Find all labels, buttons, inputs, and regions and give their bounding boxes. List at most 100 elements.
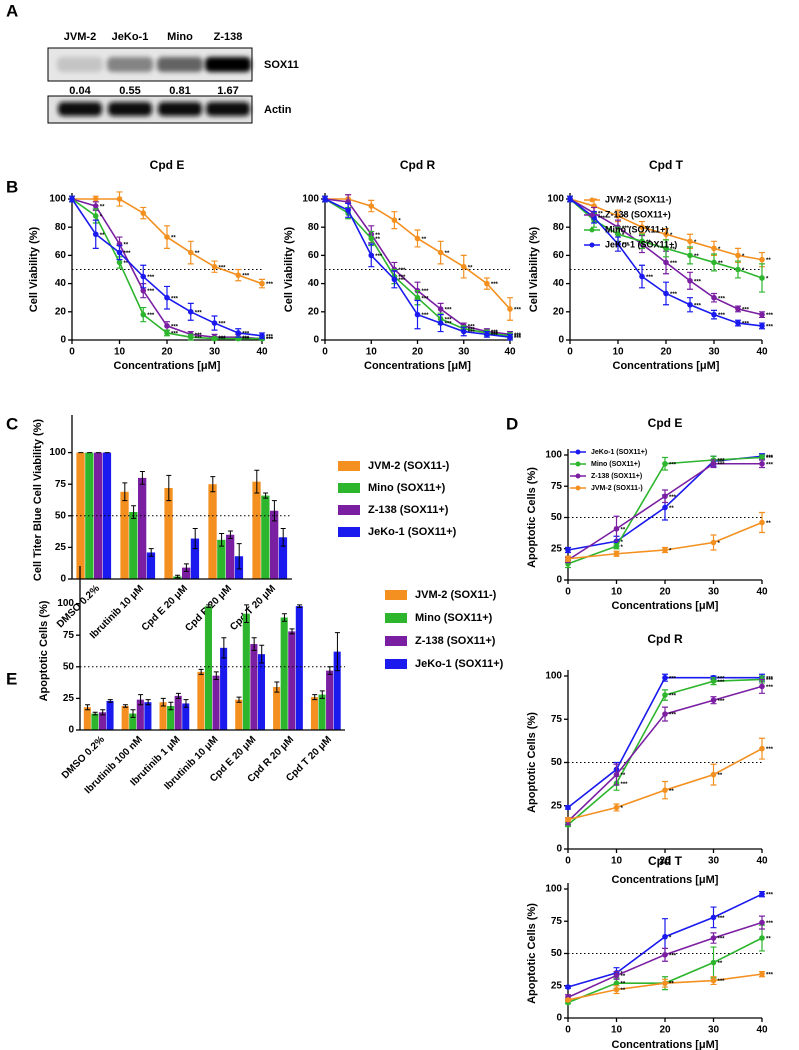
y-tick-label: 75 [551,481,563,492]
significance: *** [468,330,476,336]
error-bar [244,604,250,624]
data-point [710,771,717,778]
bar [295,606,303,730]
significance: *** [766,893,774,899]
significance: *** [670,292,678,298]
legend-label: JeKo-1 (SOX11+) [605,239,677,249]
bar [257,654,265,730]
y-tick-label: 50 [63,661,75,672]
significance: ** [621,527,626,533]
significance: *** [266,337,274,343]
error-bar [271,500,277,522]
significance: ** [766,937,771,943]
y-tick-label: 0 [313,335,319,346]
significance: *** [375,254,383,260]
significance: *** [445,308,453,314]
significance: ** [694,254,699,260]
y-axis-label: Cell Viability (%) [528,226,540,312]
data-point [116,196,123,202]
error-bar [236,696,242,703]
data-point [211,335,218,342]
significance: *** [398,275,406,281]
data-point [615,231,621,238]
x-tick-label: 20 [659,856,671,867]
bar [212,675,220,730]
legend-marker [575,461,581,467]
x-tick-label: 0 [565,587,571,598]
significance: *** [195,336,203,342]
significance: ** [718,261,723,267]
significance: *** [766,455,774,461]
y-tick-label: 40 [55,278,67,289]
blot-protein: Actin [264,104,292,116]
significance: *** [669,462,677,468]
data-point [759,256,765,263]
y-tick-label: 40 [553,278,565,289]
significance: *** [669,713,677,719]
error-bar [183,699,189,708]
data-point [710,935,717,941]
data-point [259,332,265,339]
error-bar [92,711,98,716]
legend-label: JeKo-1 (SOX11+) [368,526,457,538]
y-axis-label: Cell Titer Blue Cell Viability (%) [32,419,44,582]
x-tick-label: 0 [69,347,75,358]
data-point [613,525,620,532]
data-point [69,196,75,202]
significance: *** [766,685,774,691]
data-point [92,213,99,219]
significance: *** [514,333,522,339]
significance: *** [718,313,726,319]
x-tick-label: 20 [660,347,672,358]
significance: *** [742,308,750,314]
significance: ** [195,251,200,257]
data-point [711,245,717,252]
significance: *** [766,462,774,468]
significance: *** [514,334,522,340]
x-tick-label: 40 [756,1025,768,1036]
data-point [613,771,620,778]
x-tick-label: 20 [659,1025,671,1036]
bar [98,712,106,730]
legend-label: Mino (SOX11+) [415,612,493,624]
bar [273,687,281,730]
data-point [759,683,765,690]
panel-label: A [6,1,18,20]
error-bar [131,505,137,519]
data-point [322,196,328,202]
significance: ** [598,212,603,218]
data-point [662,951,668,958]
error-bar [221,637,227,659]
legend-marker [589,227,595,233]
legend-label: Z-138 (SOX11+) [415,635,496,647]
sox11-band [157,57,203,72]
error-bar [259,644,265,664]
significance: ** [124,261,129,267]
legend-marker [589,197,595,203]
data-point [565,997,571,1003]
error-bar [227,530,233,540]
bar [94,452,103,579]
x-tick-label: Cpd T 20 μM [228,583,278,633]
significance: *** [766,973,774,979]
error-bar [192,527,198,550]
legend-label: Z-138 (SOX11+) [605,209,671,219]
data-point [235,330,242,336]
significance: *** [742,322,750,328]
y-tick-label: 75 [551,916,563,927]
significance: *** [766,456,774,462]
y-tick-label: 0 [558,335,564,346]
data-point [164,330,170,336]
data-point [414,311,421,318]
error-bar [289,628,295,635]
x-tick-label: 20 [659,587,671,598]
data-point [687,252,693,259]
x-tick-label: 0 [567,347,573,358]
data-point [662,787,668,793]
significance: *** [694,303,702,309]
error-bar [254,469,260,494]
bar [182,567,191,579]
bar [83,707,91,730]
x-axis-label: Concentrations [μM] [364,360,471,372]
legend-swatch [385,659,407,669]
